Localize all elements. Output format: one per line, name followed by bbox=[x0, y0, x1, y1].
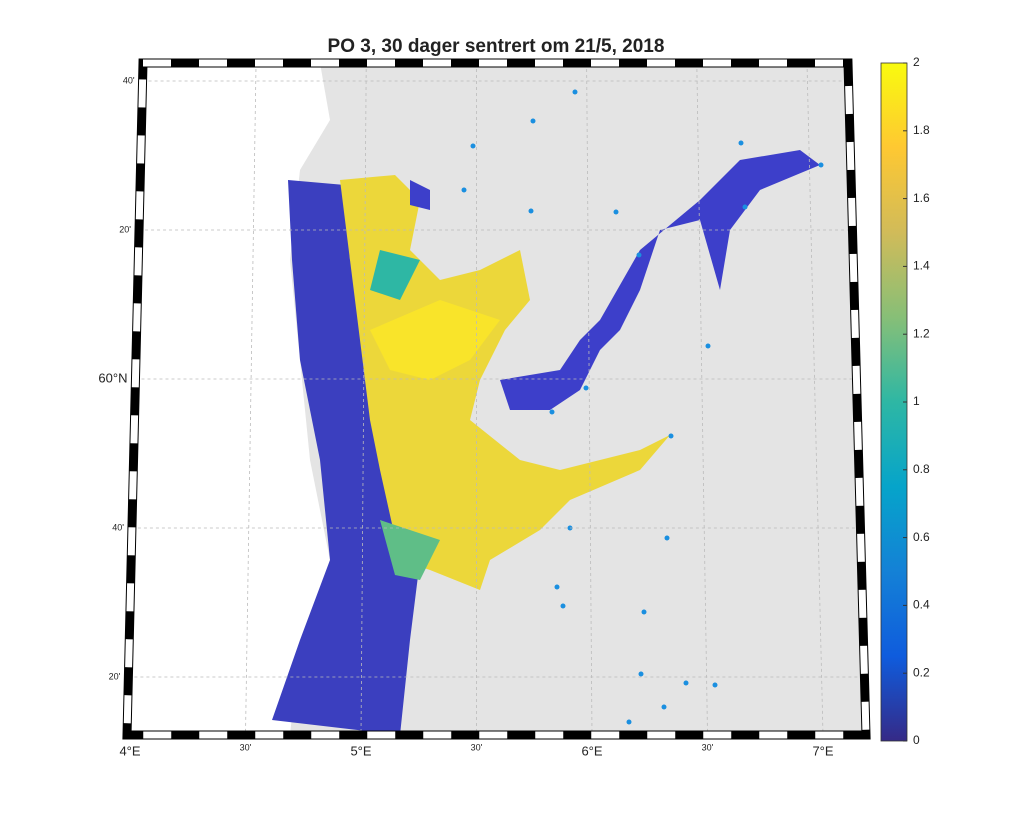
lat-tick-label: 40' bbox=[112, 522, 124, 532]
lon-tick-label: 30' bbox=[471, 742, 483, 752]
colorbar-tick-label: 0.8 bbox=[913, 462, 930, 476]
colorbar-tick-label: 0.2 bbox=[913, 665, 930, 679]
lat-tick-label: 40' bbox=[123, 75, 135, 85]
lon-tick-label: 4°E bbox=[119, 743, 140, 758]
colorbar-tick-label: 1.8 bbox=[913, 123, 930, 137]
lon-tick-label: 30' bbox=[240, 742, 252, 752]
colorbar-tick-label: 0 bbox=[913, 733, 920, 747]
lon-tick-label: 30' bbox=[702, 742, 714, 752]
map-title: PO 3, 30 dager sentrert om 21/5, 2018 bbox=[328, 36, 665, 57]
colorbar-tick-label: 1.6 bbox=[913, 191, 930, 205]
lon-tick-label: 5°E bbox=[350, 743, 371, 758]
colorbar-tick-label: 2 bbox=[913, 55, 920, 69]
lat-tick-label: 20' bbox=[109, 671, 121, 681]
colorbar: 0 0.2 0.4 0.6 0.8 1 1.2 1.4 1.6 1.8 2 bbox=[881, 55, 930, 747]
colorbar-tick-label: 1.2 bbox=[913, 326, 930, 340]
lon-tick-label: 6°E bbox=[581, 743, 602, 758]
colorbar-tick-label: 0.4 bbox=[913, 598, 930, 612]
lon-tick-label: 7°E bbox=[812, 743, 833, 758]
colorbar-tick-label: 1.4 bbox=[913, 259, 930, 273]
colorbar-tick-label: 0.6 bbox=[913, 530, 930, 544]
lat-tick-label: 60°N bbox=[98, 370, 127, 385]
lat-tick-label: 20' bbox=[119, 224, 131, 234]
sea bbox=[127, 63, 330, 735]
map-area bbox=[127, 63, 866, 735]
colorbar-tick-label: 1 bbox=[913, 394, 920, 408]
